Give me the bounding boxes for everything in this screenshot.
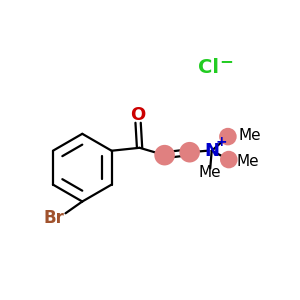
Point [187,150,192,154]
Text: O: O [130,106,146,124]
Point [226,134,230,139]
Text: Me: Me [199,165,222,180]
Text: Me: Me [236,154,259,169]
Text: +: + [215,136,227,149]
Text: Me: Me [238,128,261,142]
Point [162,153,167,158]
Text: −: − [220,52,233,70]
Text: N: N [204,142,219,160]
Text: Cl: Cl [198,58,219,77]
Point [226,157,231,162]
Text: Br: Br [44,209,65,227]
